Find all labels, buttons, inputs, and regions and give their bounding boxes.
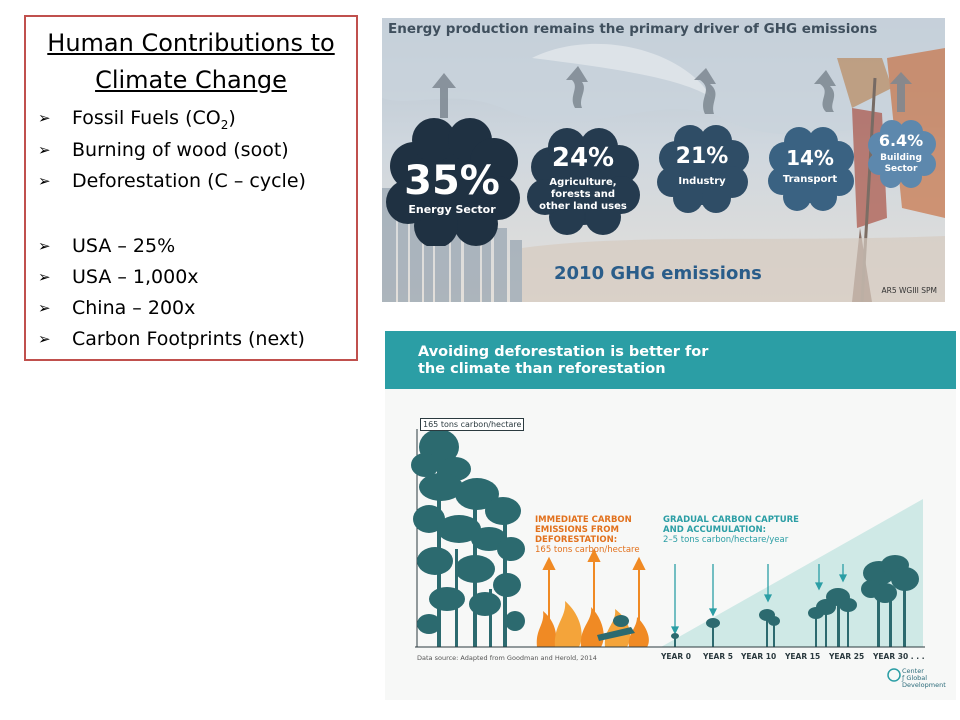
mature-forest bbox=[411, 429, 525, 647]
cloud-shape bbox=[527, 128, 640, 235]
fire-flames bbox=[536, 601, 649, 647]
year-label: YEAR 10 bbox=[741, 652, 777, 661]
sector-label: Transport bbox=[782, 174, 838, 185]
sector-label: Industry bbox=[678, 176, 726, 187]
arrow-bullet-icon: ➢ bbox=[38, 330, 51, 348]
cloud-shape bbox=[386, 118, 520, 246]
bullet-usa-1000x: ➢ USA – 1,000x bbox=[38, 266, 199, 288]
emission-arrows bbox=[542, 548, 646, 627]
cloud-shape bbox=[768, 127, 854, 211]
infographic-header: Avoiding deforestation is better for the… bbox=[385, 331, 956, 389]
arrow-bullet-icon: ➢ bbox=[38, 299, 51, 317]
cgd-logo-icon bbox=[887, 668, 901, 682]
infographic-subtitle: 2010 GHG emissions bbox=[554, 263, 762, 284]
sector-label: Building bbox=[880, 153, 922, 163]
arrow-bullet-icon: ➢ bbox=[38, 109, 51, 127]
sector-pct: 24% bbox=[551, 143, 615, 173]
cloud-shape bbox=[868, 120, 936, 188]
year-label: YEAR 25 bbox=[829, 652, 865, 661]
carbon-stock-label: 165 tons carbon/hectare bbox=[420, 418, 525, 431]
arrow-bullet-icon: ➢ bbox=[38, 172, 51, 190]
sector-label: Sector bbox=[884, 164, 918, 174]
year-label: YEAR 5 bbox=[703, 652, 733, 661]
sector-pct: 14% bbox=[786, 146, 834, 170]
bullet-fossil-fuels: ➢ Fossil Fuels (CO2) bbox=[38, 107, 236, 132]
immediate-emissions-label: IMMEDIATE CARBON EMISSIONS FROM DEFOREST… bbox=[535, 515, 640, 555]
sector-pct: 35% bbox=[404, 158, 500, 204]
sector-building-cloud: 6.4% Building Sector bbox=[865, 119, 937, 189]
sector-pct: 6.4% bbox=[878, 131, 924, 150]
slide-title: Human Contributions to Climate Change bbox=[26, 25, 356, 99]
data-source: Data source: Adapted from Goodman and He… bbox=[417, 654, 597, 662]
sector-energy-cloud: 35% Energy Sector bbox=[384, 118, 520, 246]
bullet-china-200x: ➢ China – 200x bbox=[38, 297, 196, 319]
slide-title-line2: Climate Change bbox=[95, 66, 287, 94]
sector-pct: 21% bbox=[675, 144, 729, 169]
cgd-logo-text: Center ƒ Global Development bbox=[902, 667, 946, 689]
bullet-usa-25: ➢ USA – 25% bbox=[38, 235, 176, 257]
sector-label: Agriculture, bbox=[549, 177, 617, 188]
infographic-source: AR5 WGIII SPM bbox=[881, 286, 938, 295]
bullet-deforestation: ➢ Deforestation (C – cycle) bbox=[38, 170, 306, 192]
sector-label: forests and bbox=[550, 189, 616, 200]
ghg-emissions-infographic: Energy production remains the primary dr… bbox=[382, 18, 945, 302]
infographic-title: Energy production remains the primary dr… bbox=[388, 21, 878, 37]
year-label: YEAR 30 . . . bbox=[873, 652, 925, 661]
young-trees bbox=[671, 555, 919, 647]
infographic-title: Avoiding deforestation is better for the… bbox=[418, 344, 709, 377]
deforestation-infographic: Avoiding deforestation is better for the… bbox=[385, 331, 956, 700]
arrow-bullet-icon: ➢ bbox=[38, 268, 51, 286]
sector-industry-cloud: 21% Industry bbox=[654, 124, 750, 214]
cloud-shape bbox=[657, 125, 749, 213]
sector-agriculture-cloud: 24% Agriculture, forests and other land … bbox=[525, 127, 641, 235]
bullet-carbon-footprints: ➢ Carbon Footprints (next) bbox=[38, 328, 305, 350]
arrow-bullet-icon: ➢ bbox=[38, 237, 51, 255]
slide-title-line1: Human Contributions to bbox=[47, 29, 335, 57]
sector-label: other land uses bbox=[539, 201, 627, 212]
arrow-bullet-icon: ➢ bbox=[38, 141, 51, 159]
year-label: YEAR 0 bbox=[661, 652, 691, 661]
bullet-burning-wood: ➢ Burning of wood (soot) bbox=[38, 139, 289, 161]
sector-label: Energy Sector bbox=[408, 203, 496, 216]
forest-illustration bbox=[411, 429, 925, 682]
slide-text-box: Human Contributions to Climate Change ➢ F… bbox=[24, 15, 358, 361]
carbon-accumulation-area bbox=[661, 499, 923, 647]
year-label: YEAR 15 bbox=[785, 652, 821, 661]
sector-transport-cloud: 14% Transport bbox=[765, 126, 855, 212]
gradual-capture-label: GRADUAL CARBON CAPTURE AND ACCUMULATION:… bbox=[663, 515, 799, 545]
